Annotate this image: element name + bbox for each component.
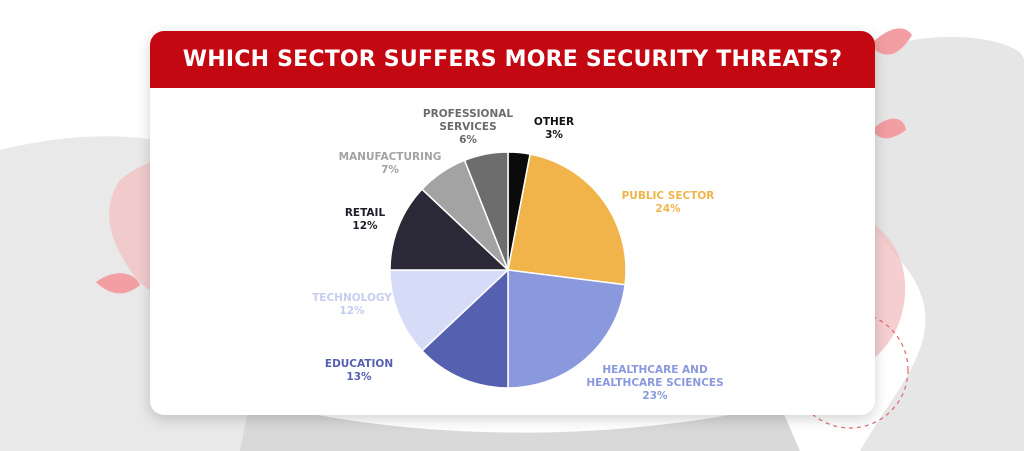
pie-slice-technology — [389, 269, 510, 352]
background-blob — [240, 400, 800, 451]
slice-label-value: 6% — [459, 134, 477, 146]
slice-label-value: 7% — [381, 164, 399, 176]
chart-title: WHICH SECTOR SUFFERS MORE SECURITY THREA… — [182, 47, 843, 72]
slice-label-name: EDUCATION — [324, 358, 394, 370]
background-leaf — [870, 28, 912, 55]
slice-label-name: TECHNOLOGY — [312, 292, 392, 304]
slice-label-value: 12% — [352, 220, 378, 232]
slice-label-name: RETAIL — [344, 207, 386, 219]
pie-chart — [389, 151, 627, 389]
slice-label: PUBLIC SECTOR 24% — [588, 190, 748, 216]
pie-slice-education — [420, 268, 509, 389]
slice-label: RETAIL 12% — [285, 207, 445, 233]
background-leaf — [872, 118, 906, 139]
slice-label-value: 12% — [339, 305, 365, 317]
title-banner: WHICH SECTOR SUFFERS MORE SECURITY THREA… — [150, 31, 875, 88]
slice-label: EDUCATION 13% — [279, 358, 439, 384]
slice-label-name: PUBLIC SECTOR — [621, 190, 715, 202]
background-leaf — [96, 273, 140, 294]
slice-label: HEALTHCARE AND HEALTHCARE SCIENCES 23% — [575, 364, 735, 403]
slice-label: TECHNOLOGY 12% — [272, 292, 432, 318]
pie-slice-public-sector — [507, 153, 627, 286]
background-blob — [827, 36, 1024, 451]
slice-label-value: 13% — [346, 371, 372, 383]
slice-label: PROFESSIONAL SERVICES 6% — [388, 108, 548, 147]
slice-label-name: HEALTHCARE AND HEALTHCARE SCIENCES — [586, 364, 724, 389]
slice-label-value: 24% — [655, 203, 681, 215]
pie-slice-retail — [389, 188, 510, 271]
slice-label-name: PROFESSIONAL SERVICES — [422, 108, 514, 133]
chart-card: WHICH SECTOR SUFFERS MORE SECURITY THREA… — [150, 31, 875, 415]
slice-label-name: MANUFACTURING — [338, 151, 442, 163]
slice-label-name: OTHER — [533, 116, 575, 128]
pie-slice-healthcare-and-healthcare-sciences — [507, 269, 626, 389]
pie-slice-professional-services — [463, 151, 509, 271]
slice-label-value: 3% — [545, 129, 563, 141]
slice-label: MANUFACTURING 7% — [310, 151, 470, 177]
slice-label: OTHER 3% — [474, 116, 634, 142]
slice-label-value: 23% — [642, 390, 668, 402]
